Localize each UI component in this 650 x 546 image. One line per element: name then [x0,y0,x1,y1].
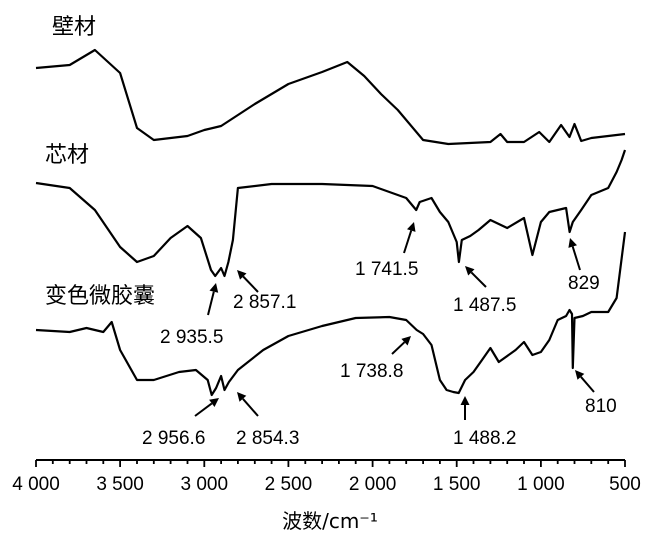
peak-label-7: 2 854.3 [236,428,299,449]
spectrum-line-2 [35,149,627,278]
spectra-group [35,48,627,397]
peak-label-8: 1 738.8 [340,361,403,382]
x-tick-label-8: 500 [609,474,641,495]
peak-label-9: 1 488.2 [453,428,516,449]
peak-label-5: 829 [568,273,600,294]
peak-arrow-shaft-2 [242,275,259,293]
spectrum-line-1 [35,48,626,146]
series-label-3: 变色微胶囊 [45,284,155,309]
peak-label-1: 2 935.5 [160,327,223,348]
x-tick-label-1: 4 000 [12,474,60,495]
x-tick-label-3: 3 000 [181,474,229,495]
peak-arrow-shaft-8 [391,341,406,355]
peak-label-10: 810 [585,396,617,417]
peak-arrow-head-1 [209,283,219,293]
series-label-2: 芯材 [45,143,89,168]
x-tick-label-4: 2 500 [265,474,313,495]
peak-arrow-head-2 [237,270,247,280]
peak-label-3: 1 741.5 [355,259,418,280]
spectrum-line-3 [35,231,627,397]
peak-arrow-head-3 [407,222,416,232]
peak-arrow-head-8 [401,336,411,346]
peak-arrow-head-5 [568,238,577,248]
peak-label-6: 2 956.6 [142,428,205,449]
peak-label-2: 2 857.1 [233,292,296,313]
peak-arrow-head-10 [575,370,585,380]
peak-arrow-shaft-3 [403,230,413,254]
peak-arrow-shaft-4 [470,271,487,288]
x-axis: 4 000 3 500 3 000 2 500 2 000 1 500 1 000 500 [12,459,641,495]
peak-arrow-shaft-7 [242,398,259,417]
annotations-group: 2 935.5 2 857.1 1 741.5 1 487.5 829 2 956.6 2 … [142,222,617,449]
series-label-1: 壁材 [52,15,96,40]
peak-arrow-shaft-5 [571,246,581,271]
peak-arrow-shaft-6 [194,402,213,417]
peak-arrow-head-7 [237,392,247,402]
peak-label-4: 1 487.5 [453,295,516,316]
x-tick-label-6: 1 500 [433,474,481,495]
peak-arrow-head-6 [209,398,219,407]
x-tick-label-7: 1 000 [517,474,565,495]
x-axis-title: 波数/cm⁻¹ [282,509,378,533]
peak-arrow-shaft-10 [580,376,595,393]
peak-arrow-head-4 [465,266,475,276]
peak-arrow-head-9 [460,396,470,405]
x-tick-label-5: 2 000 [349,474,397,495]
peak-arrow-shaft-1 [207,291,215,316]
x-tick-label-2: 3 500 [96,474,144,495]
